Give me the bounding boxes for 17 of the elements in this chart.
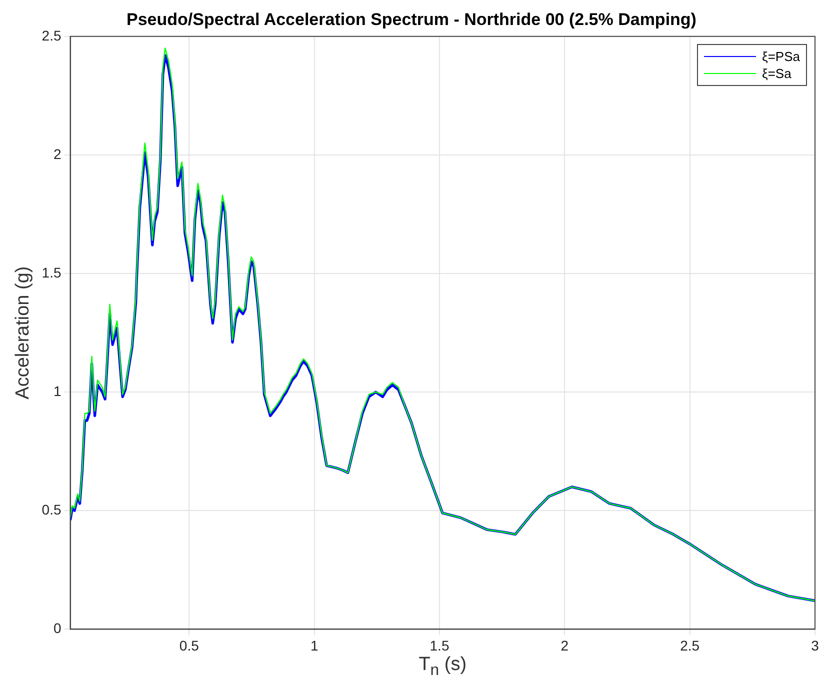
x-tick-label: 1 [310, 637, 318, 654]
y-tick-label: 2 [53, 146, 62, 162]
chart-title: Pseudo/Spectral Acceleration Spectrum - Northride 00 (2.5% Damping) [126, 10, 696, 29]
x-tick-label: 0.5 [179, 637, 200, 654]
y-tick-label: 1.5 [42, 264, 62, 280]
x-tick-label: 2.5 [680, 637, 700, 654]
x-tick-label: 1.5 [430, 637, 450, 654]
y-tick-label: 0.5 [42, 502, 62, 518]
x-axis-title: T$_{n}$ (s) [418, 654, 468, 680]
y-tick-label: 0 [53, 620, 62, 636]
legend-label: ξ=PSa [762, 48, 800, 66]
y-tick-label: 1 [53, 382, 62, 399]
legend-label: ξ=Sa [762, 65, 792, 82]
y-tick-label: 2.5 [42, 27, 62, 44]
y-axis-title: Acceleration (g) [12, 266, 34, 400]
x-tick-label: 3 [811, 637, 820, 654]
x-tick-label: 2 [560, 637, 569, 654]
